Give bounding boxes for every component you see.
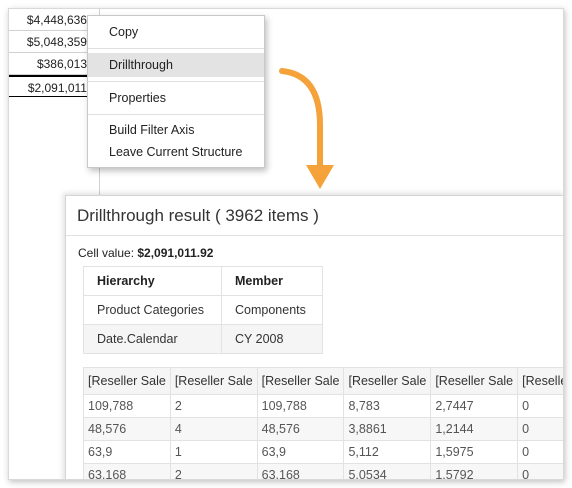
table-cell: 48,576 xyxy=(256,417,345,441)
menu-item-build-filter-axis[interactable]: Build Filter Axis xyxy=(109,123,195,137)
table-cell: 2 xyxy=(169,394,258,418)
table-cell: 109,788 xyxy=(83,394,171,418)
table-cell: 0 xyxy=(517,417,563,441)
table-cell: 1 xyxy=(169,440,258,464)
table-cell: 5,0534 xyxy=(343,463,432,479)
table-header-row: Hierarchy Member xyxy=(83,266,323,296)
column-header[interactable]: [Reseller Sale xyxy=(517,367,563,395)
menu-separator xyxy=(88,114,264,115)
table-cell: CY 2008 xyxy=(221,324,323,354)
table-row: Date.Calendar CY 2008 xyxy=(83,324,323,354)
table-cell: Date.Calendar xyxy=(83,324,222,354)
table-cell: 1,2144 xyxy=(430,417,519,441)
table-cell: 0 xyxy=(517,440,563,464)
grid-cell-selected[interactable]: $2,091,011.9 xyxy=(9,75,99,97)
menu-item-copy[interactable]: Copy xyxy=(109,25,139,39)
table-cell: 109,788 xyxy=(256,394,345,418)
column-header: Hierarchy xyxy=(83,266,222,296)
grid-cell[interactable]: $5,048,359.5 xyxy=(9,31,99,53)
hierarchy-table: Hierarchy Member Product Categories Comp… xyxy=(83,266,323,354)
column-header[interactable]: [Reseller Sale xyxy=(343,367,432,395)
column-header[interactable]: [Reseller Sale xyxy=(169,367,258,395)
cell-value-label: Cell value: xyxy=(78,246,138,260)
table-cell: 63,9 xyxy=(256,440,345,464)
table-cell: Product Categories xyxy=(83,295,222,325)
column-header: Member xyxy=(221,266,323,296)
table-cell: 8,783 xyxy=(343,394,432,418)
table-cell: 1,5975 xyxy=(430,440,519,464)
menu-separator xyxy=(88,81,264,82)
drillthrough-dialog: Drillthrough result ( 3962 items ) Cell … xyxy=(65,195,563,479)
table-row: 63,9 1 63,9 5,112 1,5975 0 xyxy=(83,440,563,464)
table-cell: 2,7447 xyxy=(430,394,519,418)
cell-value-line: Cell value: $2,091,011.92 xyxy=(78,246,213,260)
grid-cell[interactable]: $4,448,636.9 xyxy=(9,9,99,31)
table-cell: 63,168 xyxy=(83,463,171,479)
menu-item-properties[interactable]: Properties xyxy=(109,91,166,105)
menu-item-drillthrough[interactable]: Drillthrough xyxy=(88,53,264,77)
table-row: 63,168 2 63,168 5,0534 1,5792 0 xyxy=(83,463,563,479)
curved-arrow-icon xyxy=(279,68,334,189)
context-menu: Copy Drillthrough Properties Build Filte… xyxy=(87,15,265,168)
column-header[interactable]: [Reseller Sale xyxy=(430,367,519,395)
table-cell: 3,8861 xyxy=(343,417,432,441)
table-cell: 63,9 xyxy=(83,440,171,464)
pivot-grid-values: $4,448,636.9 $5,048,359.5 $386,013.1 $2,… xyxy=(9,9,99,97)
screenshot-frame: $4,448,636.9 $5,048,359.5 $386,013.1 $2,… xyxy=(8,8,564,480)
table-header-row: [Reseller Sale [Reseller Sale [Reseller … xyxy=(83,367,563,395)
table-cell: 0 xyxy=(517,394,563,418)
drillthrough-result-table: [Reseller Sale [Reseller Sale [Reseller … xyxy=(83,367,563,479)
column-header[interactable]: [Reseller Sale xyxy=(83,367,171,395)
dialog-title: Drillthrough result ( 3962 items ) xyxy=(66,196,563,236)
table-row: 109,788 2 109,788 8,783 2,7447 0 xyxy=(83,394,563,418)
menu-separator xyxy=(88,48,264,49)
table-cell: 5,112 xyxy=(343,440,432,464)
table-row: 48,576 4 48,576 3,8861 1,2144 0 xyxy=(83,417,563,441)
table-cell: 48,576 xyxy=(83,417,171,441)
table-cell: 4 xyxy=(169,417,258,441)
grid-cell[interactable]: $386,013.1 xyxy=(9,53,99,75)
table-cell: Components xyxy=(221,295,323,325)
menu-item-leave-current-structure[interactable]: Leave Current Structure xyxy=(109,145,243,159)
table-cell: 2 xyxy=(169,463,258,479)
table-cell: 63,168 xyxy=(256,463,345,479)
table-row: Product Categories Components xyxy=(83,295,323,325)
table-cell: 0 xyxy=(517,463,563,479)
table-cell: 1,5792 xyxy=(430,463,519,479)
cell-value: $2,091,011.92 xyxy=(137,246,214,260)
column-header[interactable]: [Reseller Sale xyxy=(256,367,345,395)
